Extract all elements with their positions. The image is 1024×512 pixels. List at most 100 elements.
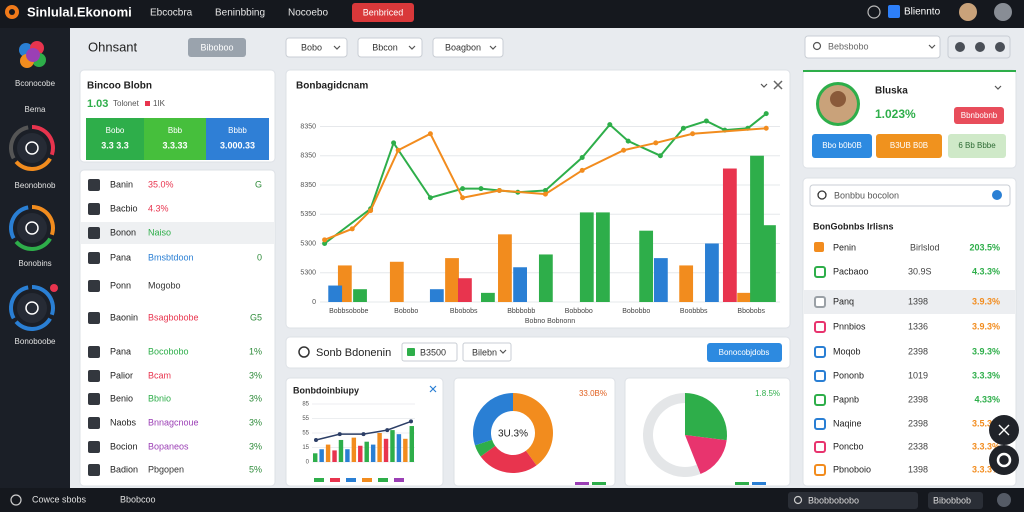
sidebar-icon[interactable] [17, 133, 47, 163]
row-value: Bmsbtdoon [148, 252, 194, 262]
nav-button[interactable] [352, 3, 414, 22]
row-name[interactable]: Benio [110, 393, 133, 403]
x-tick-label: Bbobobs [450, 308, 478, 315]
row-icon [88, 203, 100, 215]
row-name[interactable]: Moqob [833, 346, 861, 356]
action-button[interactable] [876, 134, 942, 158]
row-name[interactable]: Pacbaoo [833, 266, 869, 276]
floating-button[interactable] [989, 445, 1019, 475]
row-value: Naiso [148, 227, 171, 237]
profile-button-label: Bbnbobnb [961, 111, 998, 120]
row-count: 2338 [908, 441, 928, 451]
row-icon [814, 441, 826, 453]
row-name[interactable]: Banin [110, 179, 133, 189]
line-point [395, 147, 401, 153]
sidebar-item[interactable]: Bema [25, 105, 46, 114]
list-search[interactable] [809, 184, 1011, 207]
bar [383, 438, 389, 462]
row-name[interactable]: Baonin [110, 312, 138, 322]
summary-tile[interactable] [86, 118, 144, 160]
line-point [542, 187, 548, 193]
close-icon [992, 190, 1002, 200]
line-point [621, 147, 627, 153]
row-name[interactable]: Bocion [110, 441, 138, 451]
toolbar-button[interactable] [188, 38, 246, 57]
row-name[interactable]: Palior [110, 370, 133, 380]
chevron [994, 85, 1002, 90]
close-icon[interactable] [773, 80, 783, 90]
dropdown[interactable] [285, 37, 348, 58]
toolbar-icon[interactable] [975, 42, 985, 52]
tile-label: Bbb [168, 126, 183, 135]
dropdown[interactable] [432, 37, 504, 58]
profile-button[interactable] [954, 107, 1004, 124]
filter-box[interactable] [401, 342, 458, 362]
row-end: 1% [249, 346, 262, 356]
legend-swatch [735, 482, 749, 485]
row-end: 3% [249, 441, 262, 451]
row-name[interactable]: Pononb [833, 370, 864, 380]
row-name[interactable]: Naqine [833, 418, 862, 428]
user-icon[interactable] [994, 3, 1012, 21]
line-point [657, 153, 663, 159]
row-name[interactable]: Bonon [110, 227, 136, 237]
nav-item[interactable]: Ebcocbra [150, 8, 193, 19]
bar [409, 426, 414, 462]
card [79, 169, 276, 487]
summary-tile[interactable] [144, 118, 206, 160]
action-button[interactable] [948, 134, 1006, 158]
row-name[interactable]: Papnb [833, 394, 859, 404]
footer-button[interactable] [928, 492, 983, 509]
y-tick-label: 0 [306, 460, 310, 466]
profile-value: 1.023% [875, 107, 916, 121]
row-value: Bocobobo [148, 346, 189, 356]
action-button[interactable] [812, 134, 872, 158]
sidebar-ring [31, 125, 55, 156]
row-name[interactable]: Badion [110, 464, 138, 474]
footer-item[interactable]: Bbobcoo [120, 494, 156, 504]
row-value: Bsagbobobe [148, 312, 199, 322]
help-icon[interactable] [867, 5, 881, 19]
row-value: Bbnio [148, 393, 171, 403]
summary-title: Bincoo Blobn [87, 81, 152, 92]
nav-item[interactable]: Nocoebo [288, 8, 328, 19]
nav-item[interactable]: Beninbbing [215, 8, 265, 19]
sidebar-item[interactable]: Bonobins [18, 259, 51, 268]
legend-swatch [592, 482, 606, 485]
row-name[interactable]: Pnnbios [833, 321, 866, 331]
chevron [489, 45, 497, 50]
row-name[interactable]: Poncbo [833, 441, 864, 451]
row-name[interactable]: Pana [110, 252, 131, 262]
row-pct: 3.5.3% [972, 418, 1000, 428]
summary-tile[interactable] [206, 118, 269, 160]
avatar[interactable] [959, 3, 977, 21]
row-name[interactable]: Panq [833, 296, 854, 306]
action-button[interactable] [707, 343, 782, 362]
row-name[interactable]: Pana [110, 346, 131, 356]
row-name[interactable]: Pbnoboio [833, 464, 871, 474]
row-name[interactable]: Ponn [110, 280, 131, 290]
toolbar-icon[interactable] [995, 42, 1005, 52]
row-end: 3% [249, 417, 262, 427]
sidebar-item[interactable]: Bonoboobe [15, 337, 56, 346]
sidebar-icon[interactable] [17, 293, 47, 323]
account[interactable]: Bliennto [904, 7, 941, 18]
bar [429, 289, 444, 302]
footer-icon[interactable] [997, 493, 1011, 507]
filter-dropdown[interactable] [462, 342, 512, 362]
toolbar-icon[interactable] [955, 42, 965, 52]
sidebar-item[interactable]: Beonobnob [15, 181, 56, 190]
footer-item[interactable]: Cowce sbobs [32, 494, 87, 504]
bar [332, 450, 337, 462]
search-box[interactable] [804, 35, 941, 59]
card-accent [803, 70, 1016, 72]
sidebar-icon[interactable] [17, 213, 47, 243]
footer-search[interactable] [788, 492, 918, 509]
dropdown[interactable] [357, 37, 423, 58]
row-name[interactable]: Bacbio [110, 203, 138, 213]
gear-icon [996, 452, 1012, 468]
pie-label: 1.8.5% [755, 389, 780, 398]
nav-button-label: Benbriced [363, 7, 404, 17]
row-name[interactable]: Naobs [110, 417, 137, 427]
sidebar-item[interactable]: Bconocobe [15, 79, 56, 88]
